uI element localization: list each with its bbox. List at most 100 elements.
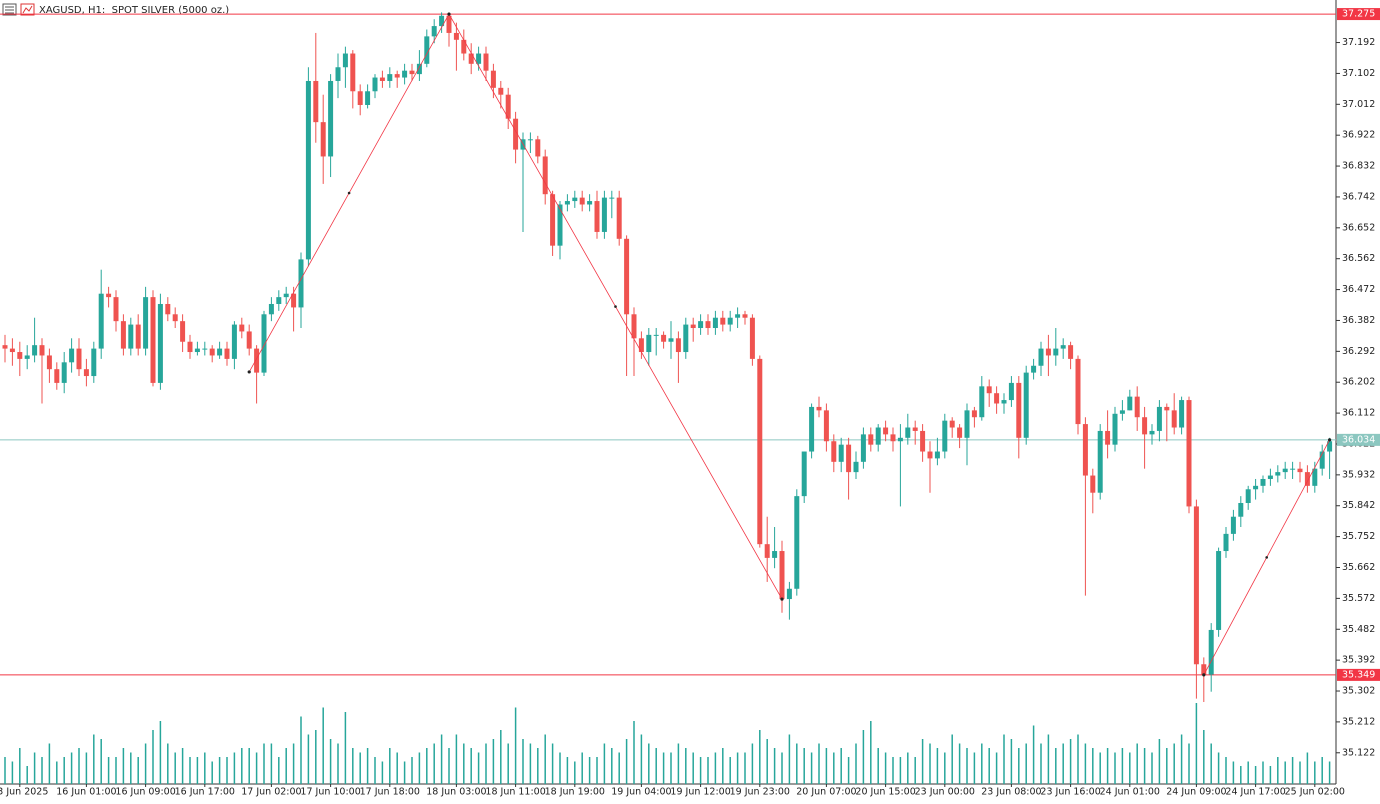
candle-body [772,551,778,558]
candle-body [1142,417,1148,435]
candle-body [735,314,741,318]
candle-body [809,406,815,452]
candle-body [912,427,918,431]
candle-body [128,324,134,349]
candle-body [801,451,807,497]
x-tick-label: 19 Jun 23:00 [730,787,790,798]
candle-body [690,324,696,329]
y-tick-label: 35.752 [1342,531,1375,542]
zigzag-point [1202,673,1206,677]
candle-body [631,314,637,339]
candle-body [779,551,785,600]
candle-body [964,410,970,438]
candle-body [439,15,445,27]
candle-body [431,26,437,37]
candle-body [920,430,926,452]
zigzag-point [447,12,451,16]
candle-body [698,321,704,329]
x-tick-label: 18 Jun 19:00 [545,787,605,798]
candle-body [749,317,755,359]
header-icons [2,3,35,16]
candle-body [1090,475,1096,493]
candle-body [409,70,415,75]
y-tick-label: 36.562 [1342,253,1375,264]
x-tick-label: 18 Jun 11:00 [485,787,545,798]
y-tick-label: 35.842 [1342,500,1375,511]
candle-body [143,297,149,349]
candle-body [1304,472,1310,486]
y-tick-label: 35.662 [1342,562,1375,573]
x-tick-label: 24 Jun 17:00 [1225,787,1285,798]
candle-body [379,77,385,81]
candle-body [91,348,97,377]
candle-body [276,297,282,304]
candle-body [609,197,615,199]
candle-body [46,355,52,370]
x-tick-label: 20 Jun 15:00 [855,787,915,798]
candle-body [1053,348,1059,356]
candle-body [1171,410,1177,428]
candle-body [1260,478,1266,486]
candle-body [594,201,600,232]
candle-body [461,39,467,54]
candle-body [1031,365,1037,373]
candle-body [1112,413,1118,445]
candle-body [76,348,82,370]
candle-body [875,427,881,445]
candle-body [624,238,630,315]
y-tick-label: 35.572 [1342,593,1375,604]
candle-body [838,444,844,462]
candle-body [113,297,119,322]
y-tick-label: 36.832 [1342,161,1375,172]
candle-body [831,441,837,462]
candle-body [157,303,163,383]
candle-body [587,201,593,205]
y-tick-label: 36.202 [1342,377,1375,388]
candle-body [498,87,504,95]
candle-body [135,324,141,349]
candle-body [106,293,112,298]
y-tick-label: 36.292 [1342,346,1375,357]
price-label: 36.034 [1342,434,1375,445]
candle-body [994,393,1000,404]
candle-body [890,434,896,442]
candle-body [1016,382,1022,438]
candle-body [1179,400,1185,428]
candle-body [661,334,667,342]
candle-body [1319,451,1325,469]
candle-body [17,352,23,359]
candle-body [1312,468,1318,486]
candle-body [268,303,274,315]
candle-body [328,80,334,157]
candle-body [61,362,67,383]
candle-body [69,348,75,363]
candle-body [98,293,104,349]
candle-body [846,444,852,473]
candle-body [1275,472,1281,476]
candle-body [446,15,452,33]
candle-body [9,348,15,353]
candle-body [187,341,193,353]
candle-body [705,321,711,329]
candle-body [764,544,770,558]
candle-body [231,324,237,359]
zigzag-mid [1265,556,1268,559]
candle-body [453,32,459,40]
candle-body [194,348,200,353]
price-label-bg [1337,433,1380,446]
candle-body [816,406,822,411]
candle-body [350,53,356,92]
candle-body [1008,382,1014,401]
candle-body [646,334,652,353]
candle-body [246,331,252,349]
candle-body [1060,345,1066,349]
volume-layer [4,703,1331,784]
candle-body [298,259,304,308]
y-tick-label: 35.212 [1342,716,1375,727]
candle-body [172,314,178,322]
candle-body [1290,468,1296,470]
candle-body [742,314,748,318]
candle-body [1253,485,1259,490]
candle-body [653,334,659,336]
y-tick-label: 37.192 [1342,37,1375,48]
